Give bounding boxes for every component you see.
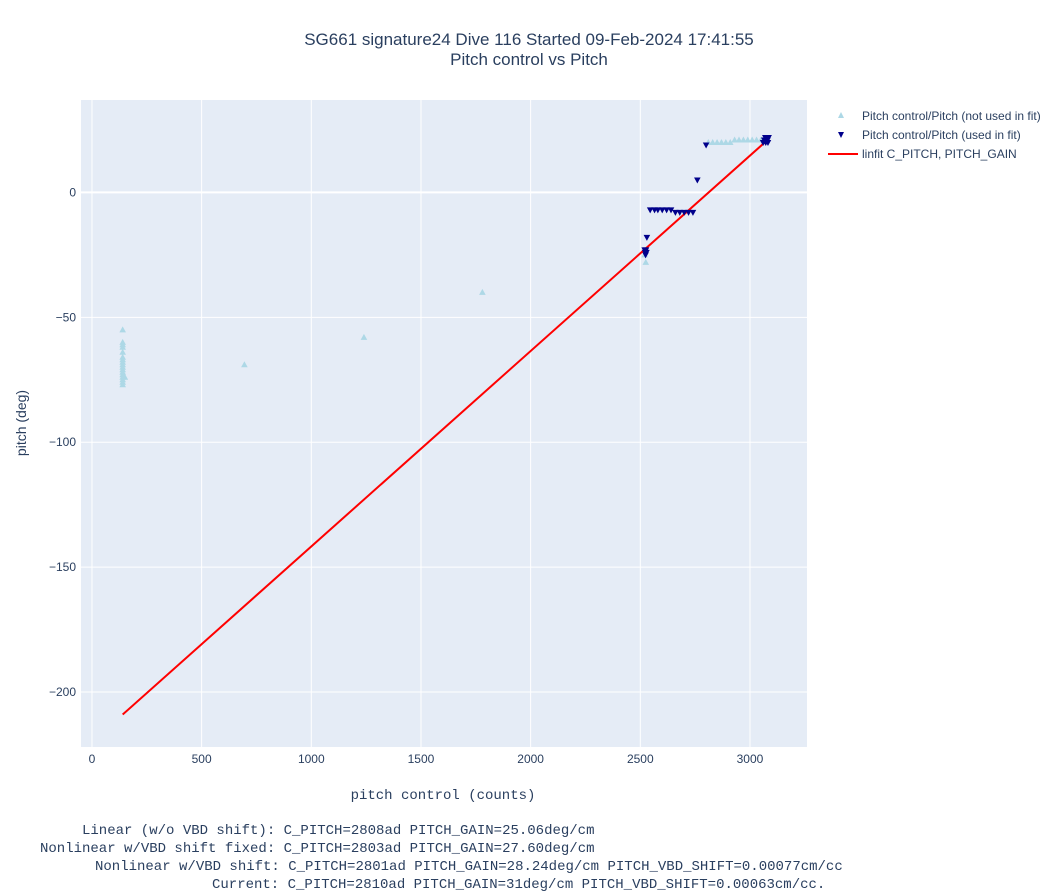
fit-result-current: Current: C_PITCH=2810ad PITCH_GAIN=31deg… (212, 877, 826, 893)
point-not-used-in-fit (718, 138, 725, 145)
legend-label-not-used: Pitch control/Pitch (not used in fit) (862, 108, 1041, 123)
point-used-in-fit (667, 207, 675, 214)
point-not-used-in-fit (753, 136, 760, 143)
x-tick-label: 500 (192, 752, 212, 766)
legend-item-not-used[interactable]: Pitch control/Pitch (not used in fit) (828, 106, 1041, 125)
y-axis-label: pitch (deg) (13, 390, 29, 456)
x-tick-label: 2000 (517, 752, 544, 766)
line-icon (828, 147, 858, 161)
point-not-used-in-fit (119, 348, 126, 355)
data-points (119, 134, 772, 388)
point-not-used-in-fit (731, 136, 738, 143)
point-used-in-fit (702, 142, 710, 149)
point-not-used-in-fit (726, 138, 734, 145)
fit-result-linear: Linear (w/o VBD shift): C_PITCH=2808ad P… (82, 823, 595, 839)
point-used-in-fit (694, 177, 701, 184)
x-axis-label: pitch control (counts) (351, 788, 536, 804)
fit-result-nonlinear-fixed: Nonlinear w/VBD shift fixed: C_PITCH=280… (40, 841, 595, 857)
point-used-in-fit (764, 139, 772, 146)
point-not-used-in-fit (713, 138, 721, 145)
point-used-in-fit (765, 134, 772, 141)
point-used-in-fit (676, 209, 684, 216)
point-used-in-fit (680, 209, 688, 216)
x-tick-label: 3000 (737, 752, 764, 766)
point-not-used-in-fit (121, 373, 129, 380)
y-axis-ticks: 0 −50 −100 −150 −200 (49, 185, 76, 699)
legend-label-used: Pitch control/Pitch (used in fit) (862, 127, 1021, 142)
point-not-used-in-fit (119, 326, 126, 333)
point-used-in-fit (658, 207, 666, 214)
point-used-in-fit (685, 209, 692, 216)
x-tick-label: 1500 (408, 752, 435, 766)
y-tick-label: 0 (69, 185, 76, 199)
point-not-used-in-fit (479, 288, 486, 295)
point-not-used-in-fit (748, 136, 756, 143)
fit-line-layer (122, 139, 769, 716)
point-not-used-in-fit (119, 343, 126, 350)
fit-result-nonlinear: Nonlinear w/VBD shift: C_PITCH=2801ad PI… (95, 859, 843, 875)
triangle-up-icon (828, 109, 858, 123)
legend-label-linfit: linfit C_PITCH, PITCH_GAIN (862, 146, 1017, 161)
x-axis-ticks: 0 500 1000 1500 2000 2500 3000 (89, 752, 764, 766)
x-tick-label: 2500 (627, 752, 654, 766)
legend-item-linfit[interactable]: linfit C_PITCH, PITCH_GAIN (828, 144, 1041, 163)
x-tick-label: 1000 (298, 752, 325, 766)
chart-subtitle: Pitch control vs Pitch (450, 50, 608, 69)
point-used-in-fit (646, 207, 654, 214)
chart-title: SG661 signature24 Dive 116 Started 09-Fe… (0, 30, 1058, 70)
point-used-in-fit (643, 249, 650, 256)
y-tick-label: −150 (49, 560, 76, 574)
point-used-in-fit (654, 207, 662, 214)
point-not-used-in-fit (241, 361, 248, 368)
point-not-used-in-fit (744, 136, 752, 143)
point-used-in-fit (663, 207, 670, 214)
point-not-used-in-fit (642, 258, 650, 265)
y-tick-label: −100 (49, 435, 76, 449)
point-used-in-fit (643, 234, 651, 241)
plot-area (81, 100, 807, 747)
point-not-used-in-fit (119, 381, 126, 388)
legend-item-used[interactable]: Pitch control/Pitch (used in fit) (828, 125, 1041, 144)
point-used-in-fit (689, 209, 697, 216)
y-tick-label: −50 (56, 310, 77, 324)
y-tick-label: −200 (49, 685, 76, 699)
grid-lines (81, 100, 807, 747)
linfit-line (122, 139, 769, 716)
point-not-used-in-fit (735, 136, 743, 143)
point-not-used-in-fit (709, 138, 716, 145)
point-not-used-in-fit (740, 136, 747, 143)
point-not-used-in-fit (360, 333, 368, 340)
point-used-in-fit (672, 209, 679, 216)
triangle-down-icon (828, 128, 858, 142)
legend: Pitch control/Pitch (not used in fit) Pi… (828, 106, 1041, 163)
point-not-used-in-fit (722, 138, 730, 145)
chart-title-main: SG661 signature24 Dive 116 Started 09-Fe… (304, 30, 754, 49)
x-tick-label: 0 (89, 752, 96, 766)
